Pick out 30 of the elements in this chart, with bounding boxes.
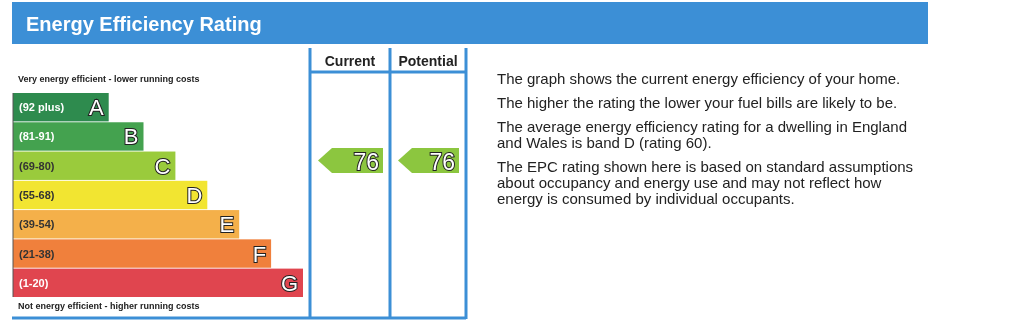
y-tick-label: (55-68) xyxy=(19,189,55,201)
text: The higher the rating the lower your fuel bills are likely to be. xyxy=(497,94,898,111)
annotation: E xyxy=(219,212,235,238)
text: The EPC rating shown here is based on standard assumptions about occupancy and energy use and may not reflect how energy is consumed by individual occupants. xyxy=(497,158,914,207)
bar xyxy=(13,239,272,268)
y-tick-label: (69-80) xyxy=(19,159,55,172)
annotation: D xyxy=(186,183,203,208)
y-tick-label: (92 plus) xyxy=(19,101,65,114)
y-tick-label: (81-91) xyxy=(19,130,55,143)
data-label: 76 xyxy=(353,149,379,175)
annotation: F xyxy=(252,241,267,267)
bar xyxy=(13,122,144,151)
chart-title: Energy Efficiency Rating xyxy=(26,13,262,35)
text: Very energy efficient - lower running costs xyxy=(18,74,200,84)
category-label: Potential xyxy=(398,53,458,69)
y-tick-label: (21-38) xyxy=(19,247,55,260)
bar xyxy=(13,180,208,210)
text: The graph shows the current energy efficiency of your home. xyxy=(497,70,901,87)
category-label: Current xyxy=(324,53,376,69)
text: The average energy efficiency rating for a dwelling in England and Wales is band D (rating 60). xyxy=(497,118,907,151)
annotation: G xyxy=(280,270,298,296)
y-tick-label: (39-54) xyxy=(19,218,55,231)
annotation: C xyxy=(154,153,171,179)
bar xyxy=(13,268,303,297)
y-tick-label: (1-20) xyxy=(19,276,49,289)
annotation: A xyxy=(89,95,105,121)
text: Not energy efficient - higher running costs xyxy=(18,301,200,311)
annotation: B xyxy=(123,124,139,150)
data-label: 76 xyxy=(429,149,455,175)
bar xyxy=(13,210,240,239)
